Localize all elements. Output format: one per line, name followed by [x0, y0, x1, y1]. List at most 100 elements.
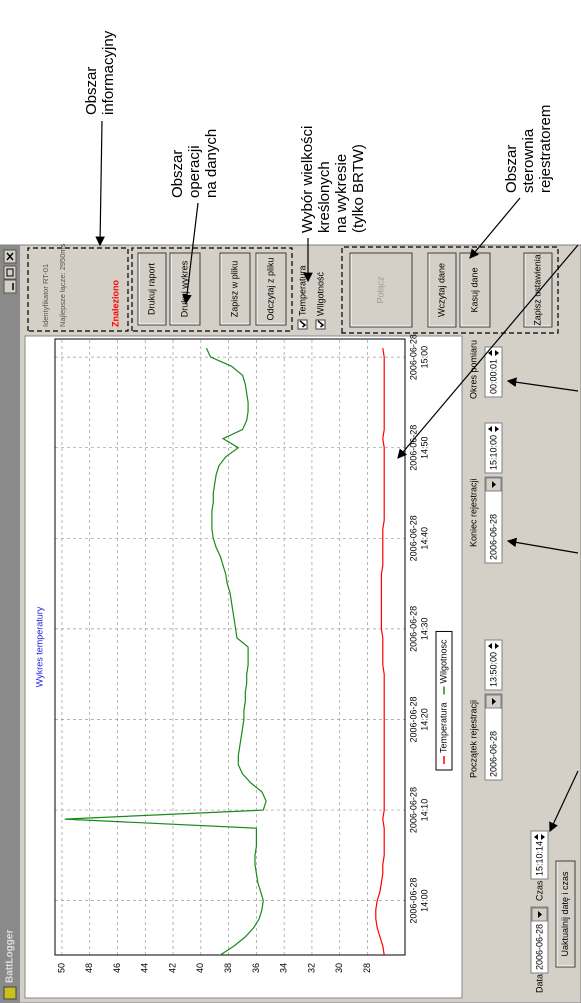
x-tick-label: 15:00 — [419, 346, 429, 369]
button-label[interactable]: Kasuj dane — [469, 267, 479, 312]
button[interactable] — [169, 252, 201, 326]
annotation-text: Wybór wielkości — [299, 126, 316, 233]
window-controls[interactable] — [3, 249, 17, 294]
button[interactable] — [255, 252, 287, 326]
y-tick-label: 38 — [223, 963, 233, 973]
control-area — [341, 246, 559, 334]
button[interactable] — [555, 860, 576, 968]
time-value[interactable]: 00:00:01 — [488, 359, 498, 394]
annotation-text: operacji — [186, 145, 203, 198]
annotation-arrow — [506, 537, 579, 554]
legend-box — [435, 630, 453, 771]
button-highlight — [138, 254, 165, 325]
field-label: Koniec rejestracji — [468, 478, 478, 547]
button-highlight — [220, 254, 249, 325]
dropdown-arrow — [492, 698, 496, 705]
app-icon — [3, 986, 17, 1000]
x-tick-label: 14:30 — [419, 618, 429, 641]
annotation-text: Obszar — [503, 145, 520, 193]
data-operations-area — [131, 247, 293, 332]
annotation-text: sterownia — [520, 128, 537, 193]
maximize-glyph — [6, 268, 14, 277]
date-picker[interactable] — [484, 693, 503, 781]
button-label[interactable]: Zapisz w pliku — [229, 261, 239, 318]
info-area — [27, 247, 129, 332]
annotation-arrow — [549, 770, 579, 833]
y-tick-label: 48 — [84, 963, 94, 973]
button[interactable] — [427, 252, 457, 328]
button-label[interactable]: Drukuj raport — [146, 262, 156, 315]
annotation-arrow — [469, 197, 521, 259]
checkbox-label[interactable]: Temperatura — [297, 265, 307, 316]
info-line: Identyfikator RT-01 — [41, 264, 50, 327]
time-field[interactable] — [484, 639, 503, 691]
legend: Temperatura Wilgotnosc — [435, 630, 453, 771]
checkbox-check — [299, 320, 307, 328]
annotation-text: kreślonych — [316, 161, 333, 233]
y-tick-label: 30 — [334, 963, 344, 973]
button-label[interactable]: Uaktualnij datę i czas — [560, 871, 570, 957]
button-label[interactable]: Odczytaj z pliku — [265, 257, 275, 320]
minimize-button[interactable] — [3, 279, 17, 294]
field-label: Data — [534, 974, 544, 993]
spin-arrows[interactable] — [488, 350, 499, 356]
y-tick-label: 50 — [56, 963, 66, 973]
time-value[interactable]: 15:10:14 — [534, 841, 544, 876]
annotation-arrow — [182, 202, 199, 305]
time-field[interactable] — [484, 422, 503, 474]
button[interactable] — [219, 252, 251, 326]
time-field[interactable] — [530, 830, 549, 880]
x-tick-label: 2006-06-28 — [408, 425, 418, 471]
date-value[interactable]: 2006-06-28 — [488, 514, 498, 560]
spin-arrows[interactable] — [488, 426, 499, 432]
button-highlight — [460, 254, 489, 327]
dropdown-arrow — [492, 481, 496, 488]
x-tick-label: 2006-06-28 — [408, 334, 418, 380]
chart-panel — [24, 335, 463, 999]
title-bar — [0, 245, 20, 1003]
button-label[interactable]: Zapisz ustawienia — [532, 254, 542, 326]
chart-title: Wykres temperatury — [34, 606, 44, 687]
annotation-text: (tylko BRTW) — [350, 144, 367, 233]
legend-label: Wilgotnosc — [438, 639, 448, 684]
checkbox-label[interactable]: Wilgotność — [315, 271, 325, 316]
x-tick-label: 14:20 — [419, 708, 429, 731]
x-tick-label: 2006-06-28 — [408, 515, 418, 561]
y-tick-label: 42 — [167, 963, 177, 973]
button-label[interactable]: Połącz — [375, 276, 385, 304]
info-line: Najlepsze łącze: 2950ms — [58, 243, 67, 327]
time-value[interactable]: 15:10:00 — [488, 435, 498, 470]
date-picker[interactable] — [530, 906, 549, 974]
annotation-arrow — [397, 244, 579, 459]
checkbox[interactable] — [315, 319, 326, 330]
spin-arrows[interactable] — [488, 643, 499, 649]
button-highlight — [350, 254, 411, 327]
checkbox-check — [317, 320, 325, 328]
date-picker[interactable] — [484, 476, 503, 564]
annotation-arrow — [95, 120, 105, 247]
time-field[interactable] — [484, 346, 503, 398]
x-tick-label: 2006-06-28 — [408, 696, 418, 742]
spin-arrows[interactable] — [534, 834, 545, 840]
button-label[interactable]: Drukuj wykres — [179, 260, 189, 317]
y-tick-label: 32 — [306, 963, 316, 973]
checkbox[interactable] — [297, 319, 308, 330]
button[interactable] — [523, 252, 553, 328]
button-label[interactable]: Wczytaj dane — [436, 263, 446, 317]
button-highlight — [256, 254, 285, 325]
date-value[interactable]: 2006-06-28 — [534, 924, 544, 970]
date-value[interactable]: 2006-06-28 — [488, 731, 498, 777]
maximize-button[interactable] — [3, 265, 17, 280]
annotation-text: na danych — [203, 129, 220, 198]
series-line — [375, 348, 385, 956]
x-tick-label: 2006-06-28 — [408, 878, 418, 924]
time-value[interactable]: 13:50:00 — [488, 652, 498, 687]
field-label: Czas — [534, 880, 544, 901]
controls: Identyfikator RT-01 Najlepsze łącze: 2950… — [41, 243, 576, 993]
y-tick-label: 46 — [112, 963, 122, 973]
y-tick-label: 40 — [195, 963, 205, 973]
button[interactable] — [349, 252, 413, 328]
button[interactable] — [137, 252, 167, 326]
